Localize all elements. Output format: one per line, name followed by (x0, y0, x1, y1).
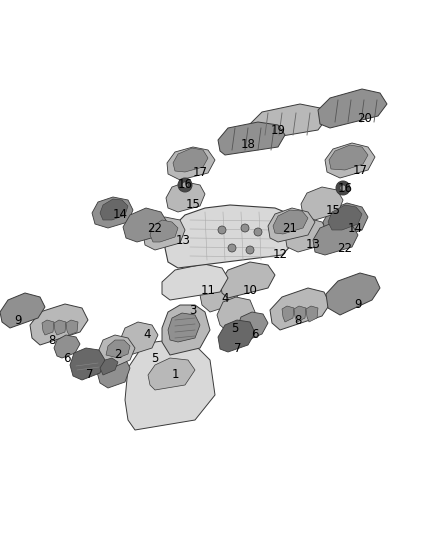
Polygon shape (294, 306, 306, 322)
Polygon shape (125, 340, 215, 430)
Polygon shape (92, 197, 133, 228)
Polygon shape (54, 320, 66, 335)
Text: 7: 7 (234, 342, 242, 354)
Polygon shape (326, 273, 380, 315)
Polygon shape (282, 306, 294, 322)
Text: 11: 11 (201, 284, 215, 296)
Polygon shape (100, 358, 118, 375)
Polygon shape (123, 208, 167, 242)
Text: 21: 21 (283, 222, 297, 235)
Polygon shape (98, 335, 135, 368)
Polygon shape (301, 187, 343, 220)
Text: 15: 15 (325, 204, 340, 216)
Text: 2: 2 (114, 349, 122, 361)
Text: 14: 14 (113, 208, 127, 222)
Polygon shape (162, 305, 210, 355)
Text: 4: 4 (143, 328, 151, 342)
Text: 13: 13 (306, 238, 321, 252)
Text: 18: 18 (240, 139, 255, 151)
Text: 20: 20 (357, 111, 372, 125)
Polygon shape (66, 320, 78, 335)
Text: 16: 16 (177, 179, 192, 191)
Polygon shape (30, 304, 88, 345)
Polygon shape (165, 205, 298, 268)
Circle shape (178, 178, 192, 192)
Text: 8: 8 (294, 313, 302, 327)
Polygon shape (173, 148, 208, 172)
Circle shape (182, 182, 188, 188)
Polygon shape (200, 278, 240, 312)
Polygon shape (148, 358, 195, 390)
Polygon shape (285, 218, 328, 252)
Text: 19: 19 (271, 124, 286, 136)
Text: 17: 17 (192, 166, 208, 180)
Polygon shape (143, 217, 185, 250)
Polygon shape (0, 293, 45, 328)
Circle shape (241, 224, 249, 232)
Text: 12: 12 (272, 248, 287, 262)
Polygon shape (237, 312, 268, 340)
Text: 1: 1 (171, 368, 179, 382)
Text: 9: 9 (14, 313, 22, 327)
Polygon shape (100, 199, 128, 220)
Polygon shape (166, 182, 205, 212)
Text: 4: 4 (221, 292, 229, 304)
Text: 22: 22 (148, 222, 162, 235)
Polygon shape (318, 89, 387, 128)
Polygon shape (106, 340, 130, 358)
Polygon shape (220, 262, 275, 298)
Polygon shape (218, 320, 255, 352)
Polygon shape (270, 288, 330, 330)
Circle shape (254, 228, 262, 236)
Text: 6: 6 (251, 328, 259, 342)
Polygon shape (162, 264, 228, 300)
Polygon shape (273, 210, 308, 234)
Polygon shape (42, 320, 54, 335)
Polygon shape (167, 147, 215, 180)
Text: 17: 17 (353, 164, 367, 176)
Polygon shape (218, 122, 285, 155)
Polygon shape (268, 208, 315, 242)
Polygon shape (97, 355, 130, 388)
Text: 5: 5 (151, 351, 159, 365)
Text: 10: 10 (243, 284, 258, 296)
Text: 15: 15 (186, 198, 201, 212)
Circle shape (228, 244, 236, 252)
Text: 9: 9 (354, 298, 362, 311)
Polygon shape (323, 203, 368, 238)
Polygon shape (329, 145, 368, 170)
Polygon shape (313, 221, 358, 255)
Text: 5: 5 (231, 321, 239, 335)
Text: 16: 16 (338, 182, 353, 195)
Polygon shape (250, 104, 327, 140)
Polygon shape (168, 313, 200, 342)
Text: 7: 7 (86, 368, 94, 382)
Text: 8: 8 (48, 334, 56, 346)
Polygon shape (306, 306, 318, 322)
Text: 14: 14 (347, 222, 363, 235)
Circle shape (218, 226, 226, 234)
Circle shape (336, 181, 350, 195)
Text: 13: 13 (176, 233, 191, 246)
Text: 22: 22 (338, 241, 353, 254)
Circle shape (246, 246, 254, 254)
Polygon shape (328, 205, 362, 230)
Polygon shape (54, 335, 80, 358)
Text: 3: 3 (189, 303, 197, 317)
Polygon shape (120, 322, 158, 355)
Text: 6: 6 (63, 351, 71, 365)
Polygon shape (70, 348, 105, 380)
Polygon shape (150, 220, 178, 242)
Polygon shape (325, 143, 375, 178)
Polygon shape (217, 297, 255, 332)
Circle shape (340, 185, 346, 191)
